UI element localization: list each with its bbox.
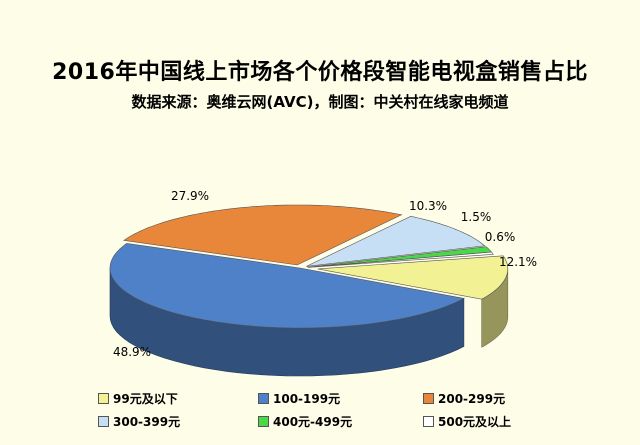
legend-item-500-above: 500元及以上 [423,413,583,430]
legend-swatch [423,393,434,404]
legend-swatch [258,393,269,404]
legend-label: 500元及以上 [438,415,512,429]
legend-label: 99元及以下 [113,392,178,406]
chart-subtitle: 数据来源：奥维云网(AVC)，制图：中关村在线家电频道 [131,93,509,111]
data-label-2: 27.9% [171,189,209,203]
pie-slice-5 [307,251,494,268]
legend-item-400-499: 400元-499元 [258,413,423,430]
data-label-5: 0.6% [485,230,516,244]
data-label-1: 48.9% [113,345,151,359]
legend-swatch [98,393,109,404]
pie-slice-4 [307,246,493,268]
data-label-3: 10.3% [409,199,447,213]
pie-slice-1 [109,243,465,329]
legend-swatch [98,416,109,427]
pie-slice-0 [317,255,509,300]
legend-label: 400元-499元 [273,415,353,429]
legend-item-200-299: 200-299元 [423,390,583,407]
legend-swatch [423,416,434,427]
legend-label: 200-299元 [438,392,506,406]
pie-slice-2 [123,204,403,266]
legend-swatch [258,416,269,427]
data-label-4: 1.5% [461,210,492,224]
legend-label: 300-399元 [113,415,181,429]
legend-label: 100-199元 [273,392,341,406]
legend-item-100-199: 100-199元 [258,390,423,407]
legend-item-99-below: 99元及以下 [98,390,258,407]
pie-slice-3 [306,215,486,267]
legend-item-300-399: 300-399元 [98,413,258,430]
legend: 99元及以下 100-199元 200-299元 300-399元 400元-4… [98,390,618,430]
data-label-0: 12.1% [499,255,537,269]
chart-title: 2016年中国线上市场各个价格段智能电视盒销售占比 [52,60,588,85]
